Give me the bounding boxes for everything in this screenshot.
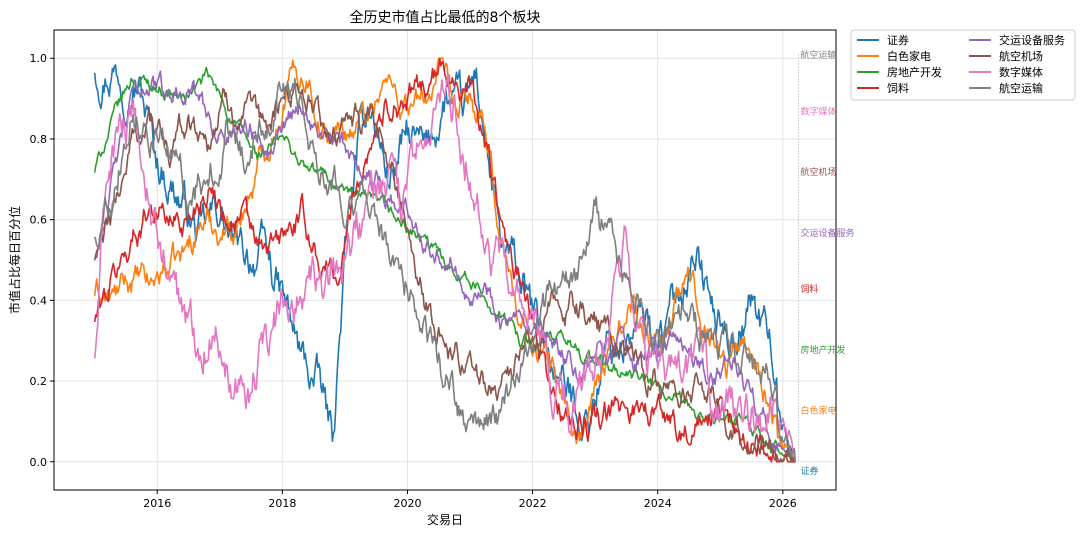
x-tick-label: 2026: [769, 497, 797, 510]
x-tick-label: 2016: [143, 497, 171, 510]
end-label: 数字媒体: [800, 106, 836, 118]
legend-label: 白色家电: [887, 49, 931, 63]
end-label: 证券: [800, 465, 818, 477]
y-tick-label: 0.2: [30, 375, 48, 388]
end-label: 航空运输: [800, 49, 836, 61]
legend-label: 航空机场: [999, 49, 1043, 63]
x-tick-label: 2024: [644, 497, 672, 510]
y-tick-label: 0.0: [30, 456, 48, 469]
series-line: [93, 66, 797, 462]
legend-label: 交运设备服务: [999, 33, 1065, 47]
legend-box: [850, 29, 1076, 101]
series-line: [93, 82, 796, 463]
series-line: [93, 64, 796, 463]
series-line: [93, 70, 797, 462]
plot-area: [93, 57, 797, 463]
x-axis-label: 交易日: [427, 512, 463, 527]
chart-title: 全历史市值占比最低的8个板块: [350, 9, 541, 26]
end-label: 航空机场: [800, 166, 836, 178]
legend-label: 证券: [887, 33, 909, 47]
series-line: [93, 57, 796, 463]
series-line: [93, 75, 797, 462]
end-label: 交运设备服务: [800, 227, 854, 239]
y-tick-label: 0.4: [30, 294, 48, 307]
legend-label: 数字媒体: [999, 65, 1043, 79]
y-tick-label: 0.6: [30, 214, 48, 227]
legend-label: 饲料: [887, 81, 909, 95]
x-tick-label: 2020: [393, 497, 421, 510]
x-tick-label: 2022: [519, 497, 547, 510]
series-line: [93, 57, 796, 463]
end-label: 饲料: [800, 283, 818, 295]
x-tick-label: 2018: [268, 497, 296, 510]
y-tick-label: 0.8: [30, 133, 48, 146]
y-axis: 0.0 0.2 0.4 0.6 0.8 1.0: [30, 52, 54, 469]
x-axis: 2016 2018 2020 2022 2024 2026: [143, 490, 797, 510]
y-tick-label: 1.0: [30, 52, 48, 65]
end-label: 房地产开发: [800, 344, 845, 356]
end-label: 白色家电: [800, 404, 836, 416]
plot-frame: [53, 29, 837, 491]
series-line: [93, 77, 797, 462]
legend-label: 房地产开发: [887, 65, 942, 79]
y-axis-label: 市值占比每日百分位: [7, 206, 22, 314]
legend-label: 航空运输: [999, 81, 1043, 95]
